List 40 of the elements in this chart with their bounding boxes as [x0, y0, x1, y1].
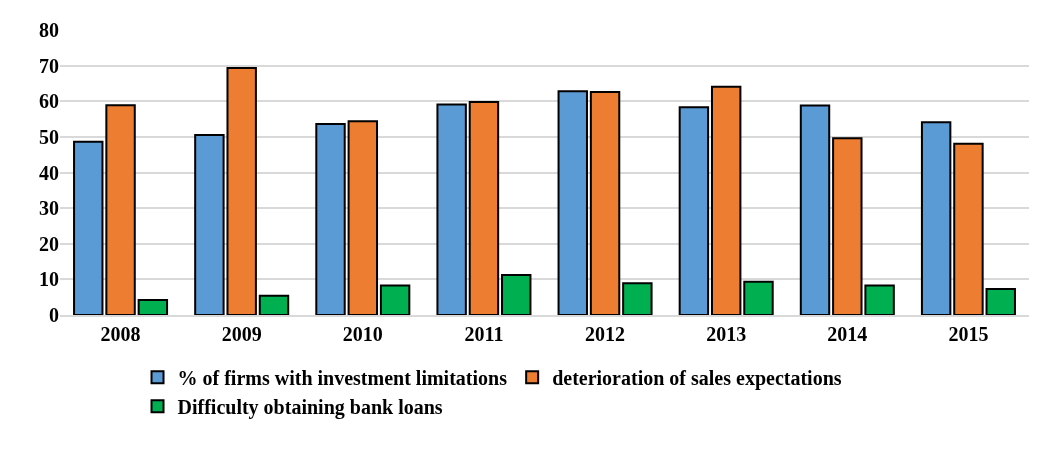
bar — [315, 123, 346, 315]
y-tick-label: 50 — [39, 125, 59, 148]
bar — [468, 100, 500, 315]
y-tick-label: 60 — [39, 90, 59, 113]
x-tick-label: 2013 — [706, 322, 747, 345]
bar — [678, 106, 710, 315]
bar — [258, 294, 290, 315]
bar — [436, 103, 467, 315]
y-tick-label: 70 — [39, 54, 59, 77]
bar — [379, 284, 411, 315]
bar — [557, 90, 588, 315]
bar — [73, 140, 104, 315]
bar — [137, 299, 169, 315]
bar — [501, 274, 532, 315]
x-tick-label: 2015 — [948, 322, 989, 345]
bar — [105, 104, 136, 315]
y-tick-label: 20 — [39, 232, 59, 255]
bar — [985, 287, 1016, 315]
y-tick-label: 30 — [39, 197, 59, 220]
bar — [589, 90, 621, 315]
y-tick-label: 10 — [39, 268, 59, 291]
y-tick-label: 0 — [49, 304, 59, 326]
x-tick-label: 2012 — [585, 322, 626, 345]
bar — [743, 280, 774, 315]
bar — [799, 104, 831, 315]
legend-label: deterioration of sales expectations — [552, 367, 842, 391]
bar — [920, 121, 952, 315]
y-tick-label: 80 — [39, 19, 59, 41]
x-tick-label: 2011 — [464, 322, 504, 345]
bar — [622, 282, 653, 315]
legend-label: Difficulty obtaining bank loans — [177, 396, 443, 420]
legend-label: % of firms with investment limitations — [177, 367, 508, 390]
x-tick-label: 2010 — [342, 322, 383, 345]
bar — [347, 120, 379, 315]
x-tick-label: 2014 — [827, 322, 868, 345]
bar — [710, 85, 742, 315]
x-tick-label: 2008 — [100, 322, 141, 345]
bar — [953, 142, 984, 315]
x-tick-label: 2009 — [221, 322, 262, 345]
y-tick-label: 40 — [39, 161, 59, 184]
